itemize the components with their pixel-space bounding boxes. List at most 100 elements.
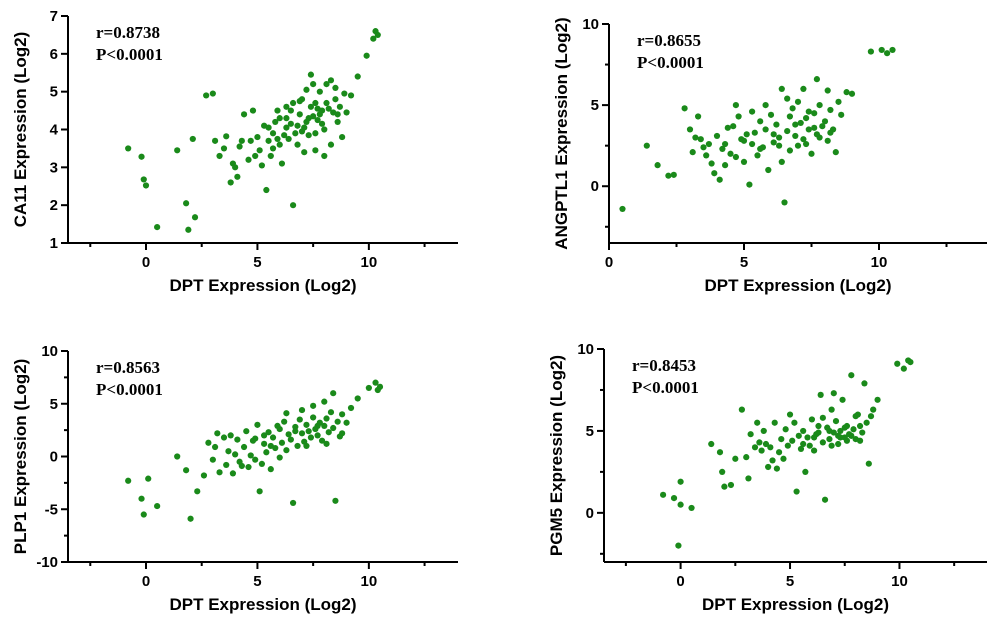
data-point bbox=[332, 84, 339, 91]
data-point bbox=[296, 111, 303, 118]
data-point bbox=[138, 153, 145, 160]
p-value-label: P<0.0001 bbox=[96, 380, 163, 399]
data-point bbox=[334, 118, 341, 126]
data-point bbox=[327, 77, 335, 84]
data-point bbox=[234, 173, 241, 180]
data-point bbox=[209, 456, 216, 463]
data-point bbox=[767, 111, 775, 118]
y-tick-label: 3 bbox=[50, 159, 58, 176]
data-point bbox=[247, 452, 254, 459]
y-tick-label: -10 bbox=[36, 554, 58, 571]
data-point bbox=[867, 413, 875, 420]
data-point bbox=[824, 87, 831, 94]
data-point bbox=[370, 35, 377, 42]
data-point bbox=[859, 429, 866, 436]
data-point bbox=[354, 73, 361, 80]
x-tick-label: 5 bbox=[253, 254, 261, 271]
x-tick-label: 10 bbox=[871, 254, 888, 271]
data-point bbox=[816, 134, 823, 141]
data-point bbox=[312, 147, 319, 154]
data-point bbox=[815, 429, 822, 436]
data-point bbox=[174, 453, 181, 460]
data-point bbox=[677, 478, 684, 485]
data-point bbox=[240, 111, 248, 118]
y-tick-label: 4 bbox=[50, 122, 59, 139]
data-point bbox=[713, 132, 721, 140]
data-point bbox=[841, 424, 848, 431]
data-point bbox=[670, 171, 677, 178]
data-point bbox=[314, 422, 321, 430]
data-point bbox=[782, 426, 789, 433]
data-point bbox=[211, 443, 219, 451]
data-point bbox=[223, 133, 230, 140]
y-tick-label: 7 bbox=[50, 8, 58, 25]
data-point bbox=[305, 132, 312, 139]
data-point bbox=[827, 129, 834, 136]
data-point bbox=[848, 432, 855, 439]
data-point bbox=[321, 126, 328, 133]
data-point bbox=[800, 440, 807, 448]
data-point bbox=[283, 115, 290, 122]
data-point bbox=[654, 162, 661, 169]
data-point bbox=[804, 434, 811, 441]
data-point bbox=[856, 422, 864, 430]
x-tick-label: 10 bbox=[891, 573, 908, 590]
data-point bbox=[252, 152, 259, 160]
data-point bbox=[900, 365, 907, 372]
data-point bbox=[743, 131, 750, 138]
data-point bbox=[826, 436, 833, 443]
data-point bbox=[805, 108, 812, 115]
data-point bbox=[821, 118, 829, 125]
data-point bbox=[298, 406, 306, 414]
data-point bbox=[252, 435, 259, 442]
data-point bbox=[749, 108, 756, 115]
data-point bbox=[843, 437, 851, 444]
data-point bbox=[692, 134, 699, 141]
data-point bbox=[183, 467, 190, 474]
data-point bbox=[740, 158, 748, 165]
data-point bbox=[762, 126, 769, 133]
data-point bbox=[686, 126, 694, 133]
data-point bbox=[334, 111, 341, 118]
data-point bbox=[249, 107, 257, 114]
data-point bbox=[323, 99, 330, 107]
data-point bbox=[223, 461, 230, 469]
data-point bbox=[234, 436, 241, 443]
data-point bbox=[216, 469, 223, 476]
data-point bbox=[815, 422, 822, 430]
x-axis-title: DPT Expression (Log2) bbox=[169, 595, 356, 614]
data-point bbox=[247, 137, 254, 144]
data-point bbox=[289, 499, 297, 507]
data-point bbox=[269, 434, 277, 441]
data-point bbox=[216, 152, 223, 160]
data-point bbox=[784, 95, 791, 102]
data-point bbox=[327, 409, 335, 416]
data-point bbox=[773, 465, 780, 472]
data-point bbox=[310, 414, 317, 421]
data-point bbox=[296, 416, 303, 423]
data-point bbox=[254, 133, 261, 141]
data-point bbox=[747, 431, 754, 438]
x-tick-label: 0 bbox=[605, 254, 613, 271]
data-point bbox=[240, 443, 248, 451]
data-point bbox=[321, 152, 328, 160]
correlation-r-label: r=0.8738 bbox=[96, 23, 160, 42]
y-tick-label: 2 bbox=[50, 197, 58, 214]
data-point bbox=[289, 99, 297, 107]
data-point bbox=[800, 85, 807, 92]
data-point bbox=[793, 488, 800, 495]
data-point bbox=[770, 139, 777, 146]
p-value-label: P<0.0001 bbox=[632, 378, 699, 397]
data-point bbox=[775, 449, 783, 456]
data-point bbox=[209, 90, 216, 97]
data-point bbox=[826, 427, 833, 435]
data-point bbox=[227, 179, 234, 186]
data-point bbox=[786, 147, 794, 154]
data-point bbox=[811, 447, 818, 454]
data-point bbox=[722, 162, 729, 169]
data-point bbox=[789, 105, 796, 112]
data-point bbox=[749, 140, 756, 148]
data-point bbox=[861, 380, 868, 387]
data-point bbox=[238, 462, 245, 470]
data-point bbox=[838, 111, 845, 118]
